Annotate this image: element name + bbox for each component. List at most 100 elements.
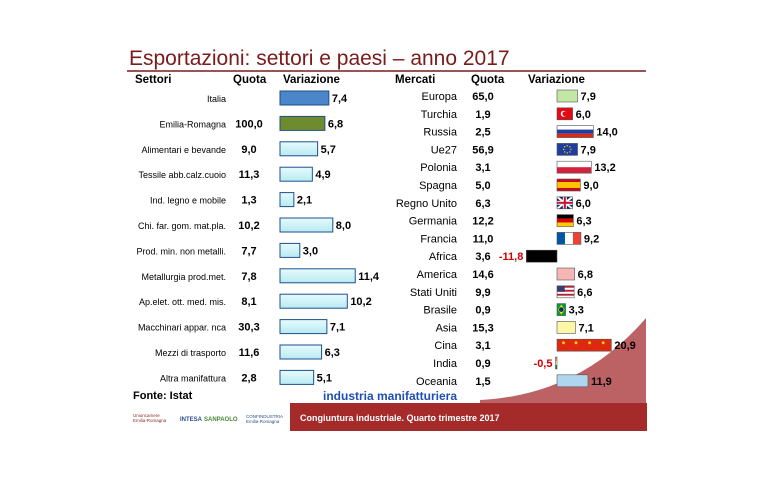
- market-bar-francia: [556, 232, 582, 245]
- market-quota-russia: 2,5: [475, 127, 490, 139]
- market-label-ue27: Ue27: [431, 144, 457, 156]
- market-variation-header: Variazione: [528, 74, 585, 86]
- sector-label-altra-manifattura: Altra manifattura: [160, 373, 226, 383]
- market-bar-america: [556, 267, 575, 281]
- market-bar-ue27: [556, 143, 578, 156]
- footer-band: [290, 403, 647, 431]
- market-label-spagna: Spagna: [419, 180, 458, 192]
- sector-quota-tessile-abb-calz-cuoio: 11,3: [239, 169, 260, 181]
- sector-label-prod-min-non-metalli: Prod. min. non metalli.: [136, 246, 226, 256]
- market-quota-spagna: 5,0: [475, 180, 490, 192]
- sector-bar-altra-manifattura: [279, 369, 315, 385]
- sector-quota-mezzi-di-trasporto: 11,6: [239, 347, 260, 359]
- market-bar-germania: [556, 214, 574, 227]
- market-bar-india: [555, 356, 558, 370]
- market-header: Mercati: [395, 74, 435, 86]
- sector-label-emilia-romagna: Emilia-Romagna: [159, 119, 226, 129]
- market-value-brasile: 3,3: [569, 305, 584, 317]
- sector-chart: Italia 7,4 Emilia-Romagna 100,0 6,8 Alimentar…: [136, 90, 380, 385]
- sector-bar-chi-far-gom-mat-pla: [279, 217, 334, 233]
- market-label-russia: Russia: [423, 127, 458, 139]
- market-label-polonia: Polonia: [420, 162, 458, 174]
- market-quota-america: 14,6: [472, 269, 493, 281]
- sector-bar-alimentari-e-bevande: [279, 141, 319, 157]
- sector-label-tessile-abb-calz-cuoio: Tessile abb.calz.cuoio: [138, 170, 226, 180]
- market-quota-header: Quota: [471, 74, 505, 86]
- market-value-asia: 7,1: [578, 322, 593, 334]
- market-bar-spagna: [556, 178, 581, 192]
- sector-quota-emilia-romagna: 100,0: [235, 118, 263, 130]
- sector-value-ind-legno-e-mobile: 2,1: [297, 195, 312, 207]
- chart-subtitle: industria manifatturiera: [323, 389, 457, 403]
- market-label-india: India: [433, 358, 458, 370]
- sector-header: Settori: [135, 74, 171, 86]
- sector-value-metallurgia-prod-met: 11,4: [358, 271, 380, 283]
- market-value-spagna: 9,0: [583, 180, 598, 192]
- market-value-africa: -11,8: [499, 251, 523, 263]
- sector-value-ap-elet-ott-med-mis: 10,2: [350, 296, 371, 308]
- sector-bar-ind-legno-e-mobile: [279, 192, 295, 208]
- sector-bar-ap-elet-ott-med-mis: [279, 293, 348, 309]
- market-label-turchia: Turchia: [421, 109, 458, 121]
- sector-bar-metallurgia-prod-met: [279, 268, 356, 284]
- sector-label-ap-elet-ott-med-mis: Ap.elet. ott. med. mis.: [139, 297, 226, 307]
- market-value-germania: 6,3: [576, 216, 591, 228]
- market-label-brasile: Brasile: [423, 305, 457, 317]
- market-quota-ue27: 56,9: [472, 144, 493, 156]
- sector-quota-altra-manifattura: 2,8: [241, 372, 256, 384]
- market-bar-brasile: [556, 303, 566, 316]
- sector-label-chi-far-gom-mat-pla: Chi. far. gom. mat.pla.: [138, 221, 226, 231]
- sector-value-tessile-abb-calz-cuoio: 4,9: [315, 169, 330, 181]
- market-quota-cina: 3,1: [475, 340, 490, 352]
- market-bar-polonia: [556, 160, 592, 174]
- sector-value-italia: 7,4: [332, 93, 348, 105]
- sector-quota-prod-min-non-metalli: 7,7: [241, 245, 256, 257]
- logo-unioncamere-sub: Emilia-Romagna: [133, 418, 167, 423]
- slide-title: Esportazioni: settori e paesi – anno 201…: [129, 47, 510, 70]
- source-note: Fonte: Istat: [133, 390, 193, 402]
- logo-confindustria-sub: Emilia-Romagna: [246, 419, 280, 424]
- market-label-oceania: Oceania: [416, 376, 458, 388]
- market-bar-asia: [556, 321, 576, 334]
- market-label-germania: Germania: [409, 216, 458, 228]
- market-quota-asia: 15,3: [472, 322, 493, 334]
- market-value-turchia: 6,0: [576, 109, 591, 121]
- market-bar-europa: [556, 89, 578, 103]
- sector-value-altra-manifattura: 5,1: [317, 372, 332, 384]
- sector-label-ind-legno-e-mobile: Ind. legno e mobile: [150, 196, 226, 206]
- market-value-polonia: 13,2: [594, 162, 615, 174]
- market-quota-africa: 3,6: [475, 251, 490, 263]
- market-quota-turchia: 1,9: [475, 109, 490, 121]
- market-quota-oceania: 1,5: [475, 376, 490, 388]
- market-bar-russia: [556, 125, 594, 138]
- market-quota-germania: 12,2: [472, 216, 493, 228]
- market-value-stati-uniti: 6,6: [577, 287, 592, 299]
- market-value-russia: 14,0: [596, 127, 617, 139]
- sector-value-emilia-romagna: 6,8: [328, 118, 343, 130]
- sector-bar-macchinari-appar-nca: [279, 319, 328, 335]
- market-label-america: America: [417, 269, 458, 281]
- logo-unioncamere: Unioncamere: [133, 413, 160, 418]
- sector-bar-emilia-romagna: [279, 115, 326, 131]
- sector-label-alimentari-e-bevande: Alimentari e bevande: [141, 145, 226, 155]
- market-quota-francia: 11,0: [473, 233, 494, 245]
- sector-value-macchinari-appar-nca: 7,1: [330, 322, 345, 334]
- market-bar-africa: [526, 249, 558, 263]
- sector-quota-alimentari-e-bevande: 9,0: [241, 144, 256, 156]
- market-bar-turchia: [556, 107, 573, 121]
- sector-value-mezzi-di-trasporto: 6,3: [325, 347, 340, 359]
- sector-label-italia: Italia: [207, 94, 226, 104]
- logo-confindustria: CONFINDUSTRIA: [246, 414, 283, 419]
- market-label-stati-uniti: Stati Uniti: [410, 287, 457, 299]
- market-quota-brasile: 0,9: [475, 305, 490, 317]
- market-bar-oceania: [556, 374, 589, 388]
- decorative-swoosh: [480, 318, 646, 410]
- sector-quota-ap-elet-ott-med-mis: 8,1: [241, 296, 256, 308]
- sector-quota-ind-legno-e-mobile: 1,3: [241, 195, 256, 207]
- market-value-india: -0,5: [534, 358, 553, 370]
- market-label-europa: Europa: [422, 91, 458, 103]
- sector-bar-prod-min-non-metalli: [279, 242, 301, 258]
- market-value-europa: 7,9: [581, 91, 596, 103]
- market-value-oceania: 11,9: [591, 376, 612, 388]
